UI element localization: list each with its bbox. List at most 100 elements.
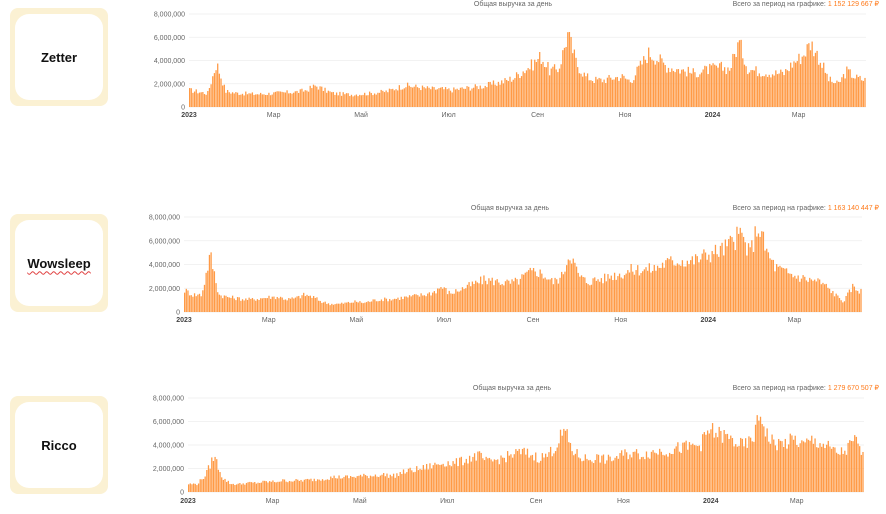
chart-bar xyxy=(268,481,271,492)
chart-bar xyxy=(585,283,588,312)
chart-bar xyxy=(309,295,311,312)
chart-bar xyxy=(228,92,230,107)
chart-bar xyxy=(546,279,548,312)
chart-bar xyxy=(850,292,852,312)
chart-bar xyxy=(235,300,237,312)
chart-bar xyxy=(449,465,451,492)
chart-bar xyxy=(699,74,701,107)
chart-bar xyxy=(690,73,693,107)
chart-bar xyxy=(266,94,268,107)
chart-bar xyxy=(801,56,803,107)
chart-bar xyxy=(444,466,446,492)
chart-bar xyxy=(354,477,357,492)
y-tick-label: 4,000,000 xyxy=(153,443,184,450)
chart-bar xyxy=(814,52,817,107)
chart-bar xyxy=(228,297,230,312)
chart-bar xyxy=(782,268,784,312)
chart-bar xyxy=(853,286,856,312)
chart-bar xyxy=(566,429,568,492)
chart-bar xyxy=(339,303,341,312)
chart-bar xyxy=(617,458,620,492)
chart-bar xyxy=(783,446,785,492)
chart-bar xyxy=(494,84,496,107)
chart-bar xyxy=(711,423,714,492)
chart-bar xyxy=(610,77,612,107)
chart-bar xyxy=(840,300,842,312)
chart-bar xyxy=(711,251,713,312)
chart-bar xyxy=(739,227,741,312)
chart-bar xyxy=(367,301,369,312)
chart-bar xyxy=(222,85,224,107)
chart-bar xyxy=(311,481,314,492)
chart-bar xyxy=(391,476,393,492)
chart-bar xyxy=(799,443,801,492)
chart-bar xyxy=(573,49,576,107)
chart-bar xyxy=(458,291,460,312)
chart-bar xyxy=(861,80,863,107)
chart-bar xyxy=(612,280,614,312)
chart-bar xyxy=(442,463,444,492)
chart-bar xyxy=(354,95,356,107)
chart-bar xyxy=(587,460,590,492)
chart-bar xyxy=(595,76,597,107)
chart-bar xyxy=(802,275,804,312)
chart-bar xyxy=(312,84,315,107)
chart-bar xyxy=(751,240,753,312)
chart-bar xyxy=(422,295,424,312)
chart-bar xyxy=(195,89,197,107)
chart-bar xyxy=(651,270,654,312)
chart-bar xyxy=(230,93,232,107)
chart-bar xyxy=(438,288,440,312)
chart-bar xyxy=(730,67,732,107)
chart-bar xyxy=(427,293,429,312)
chart-bar xyxy=(825,444,828,492)
chart-bar xyxy=(599,462,601,492)
chart-bar xyxy=(809,440,811,492)
chart-bar xyxy=(603,79,605,107)
chart-bar xyxy=(605,281,607,312)
chart-bar xyxy=(557,72,559,107)
chart-bar xyxy=(420,293,422,312)
chart-bar xyxy=(203,94,206,107)
chart-bar xyxy=(632,451,634,492)
chart-bar xyxy=(277,481,279,492)
chart-bar xyxy=(754,424,757,492)
chart-bar xyxy=(763,76,765,107)
chart-bar xyxy=(743,64,746,107)
chart-bar xyxy=(332,304,335,312)
brand-name: Wowsleep xyxy=(27,255,91,271)
chart-bar xyxy=(645,451,648,492)
chart-bar xyxy=(768,441,770,492)
chart-bar xyxy=(299,298,302,312)
chart-bar xyxy=(787,273,789,312)
chart-bar xyxy=(536,276,538,312)
chart-bar xyxy=(638,65,640,107)
chart-bar xyxy=(472,456,474,492)
chart-bar xyxy=(379,300,381,312)
chart-bar xyxy=(677,69,680,107)
chart-bar xyxy=(418,88,420,107)
chart-bar xyxy=(512,79,514,107)
chart-bar xyxy=(600,278,603,312)
chart-bar xyxy=(564,271,566,312)
chart-bar xyxy=(613,79,615,107)
chart-bar xyxy=(673,265,675,312)
chart-bar xyxy=(687,449,689,492)
chart-bar xyxy=(525,454,527,492)
chart-bar xyxy=(621,74,623,107)
chart-bar xyxy=(741,232,743,312)
chart-bar xyxy=(288,93,290,107)
chart-bar xyxy=(650,451,653,492)
chart-bar xyxy=(289,298,292,312)
chart-bar xyxy=(321,302,323,312)
chart-bar xyxy=(368,91,371,107)
chart-bar xyxy=(240,300,242,312)
chart-bar xyxy=(765,74,767,107)
chart-bar xyxy=(386,473,388,492)
chart-bar xyxy=(664,65,666,107)
chart-bar xyxy=(712,63,714,107)
chart-bar xyxy=(753,70,756,107)
chart-bar xyxy=(205,272,207,312)
chart-bar xyxy=(619,78,622,107)
chart-bar xyxy=(221,477,223,492)
